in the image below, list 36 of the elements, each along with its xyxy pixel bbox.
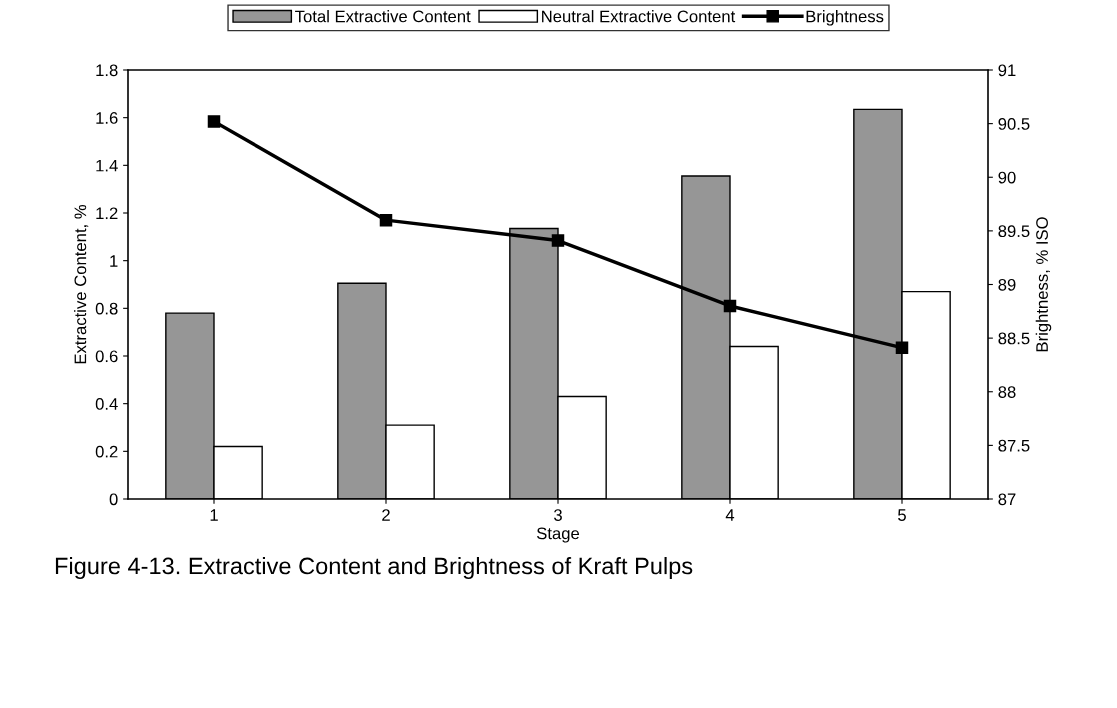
y-axis-title: Extractive Content, % xyxy=(74,204,89,364)
legend-label: Neutral Extractive Content xyxy=(542,10,736,23)
point xyxy=(379,213,393,227)
y2-tick-label: 87.5 xyxy=(998,439,1030,452)
y-tick-label: 1.2 xyxy=(96,207,118,220)
y2-tick-label: 89 xyxy=(998,278,1016,291)
legend-label: Total Extractive Content xyxy=(295,10,471,23)
point xyxy=(207,115,221,128)
y2-tick-label: 88.5 xyxy=(998,332,1030,345)
x-tick-label: 2 xyxy=(382,509,390,521)
y2-tick-label: 90.5 xyxy=(998,118,1030,130)
y2-tick-label: 90 xyxy=(998,171,1016,184)
x-tick-label: 5 xyxy=(898,509,906,521)
y2-tick-label: 88 xyxy=(998,386,1016,398)
x-tick-label: 3 xyxy=(554,509,562,521)
caption: Figure 4-13. Extractive Content and Brightness of Kraft Pulps xyxy=(55,556,693,579)
y-tick-label: 0.8 xyxy=(95,302,118,315)
y-tick-label: 0.6 xyxy=(95,350,118,363)
point xyxy=(895,341,909,355)
point xyxy=(723,299,737,313)
y-tick-label: 0.4 xyxy=(95,398,118,410)
x-tick-label: 4 xyxy=(725,509,735,521)
y2-tick-label: 91 xyxy=(998,64,1016,77)
x-axis-title: Stage xyxy=(536,527,580,543)
x-tick-label: 1 xyxy=(210,509,218,521)
y2-tick-label: 87 xyxy=(998,493,1016,506)
legend-label: Brightness xyxy=(806,10,884,26)
point xyxy=(551,234,565,247)
y-tick-label: 0 xyxy=(109,493,118,506)
y-tick-label: 1.6 xyxy=(96,112,118,124)
y-tick-label: 0.2 xyxy=(95,445,118,458)
y2-tick-label: 89.5 xyxy=(998,225,1030,238)
y-tick-label: 1.8 xyxy=(96,64,118,77)
y-tick-label: 1.4 xyxy=(96,159,118,172)
y2-axis-title: Brightness, % ISO xyxy=(1035,217,1052,352)
y-tick-label: 1 xyxy=(110,255,118,267)
